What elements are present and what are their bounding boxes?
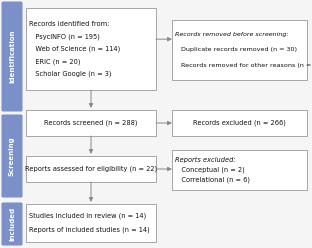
Text: Conceptual (n = 2): Conceptual (n = 2): [175, 167, 245, 173]
Text: Records removed before screening:: Records removed before screening:: [175, 32, 289, 37]
Bar: [26, 110, 156, 136]
Bar: [172, 150, 307, 190]
Bar: [26, 8, 156, 90]
Bar: [26, 204, 156, 242]
Text: Reports of included studies (n = 14): Reports of included studies (n = 14): [29, 227, 150, 233]
Text: Records identified from:: Records identified from:: [29, 21, 110, 27]
FancyBboxPatch shape: [2, 203, 22, 246]
Bar: [172, 20, 307, 80]
Text: Screening: Screening: [9, 136, 15, 176]
Text: PsycINFO (n = 195): PsycINFO (n = 195): [29, 33, 100, 40]
Text: Records removed for other reasons (n = 14): Records removed for other reasons (n = 1…: [175, 63, 312, 68]
Text: Duplicate records removed (n = 30): Duplicate records removed (n = 30): [175, 48, 297, 53]
Text: ERIC (n = 20): ERIC (n = 20): [29, 58, 80, 65]
Text: Scholar Google (n = 3): Scholar Google (n = 3): [29, 71, 111, 77]
Bar: [172, 110, 307, 136]
Text: Records screened (n = 288): Records screened (n = 288): [44, 120, 138, 126]
Text: Records excluded (n = 266): Records excluded (n = 266): [193, 120, 286, 126]
Text: Reports excluded:: Reports excluded:: [175, 157, 236, 163]
Bar: [26, 156, 156, 182]
FancyBboxPatch shape: [2, 115, 22, 197]
Text: Included: Included: [9, 207, 15, 241]
Text: Reports assessed for eligibility (n = 22): Reports assessed for eligibility (n = 22…: [25, 166, 157, 172]
Text: Web of Science (n = 114): Web of Science (n = 114): [29, 46, 120, 52]
Text: Correlational (n = 6): Correlational (n = 6): [175, 177, 250, 183]
FancyBboxPatch shape: [2, 1, 22, 112]
Text: Identification: Identification: [9, 30, 15, 83]
Text: Studies included in review (n = 14): Studies included in review (n = 14): [29, 213, 146, 219]
